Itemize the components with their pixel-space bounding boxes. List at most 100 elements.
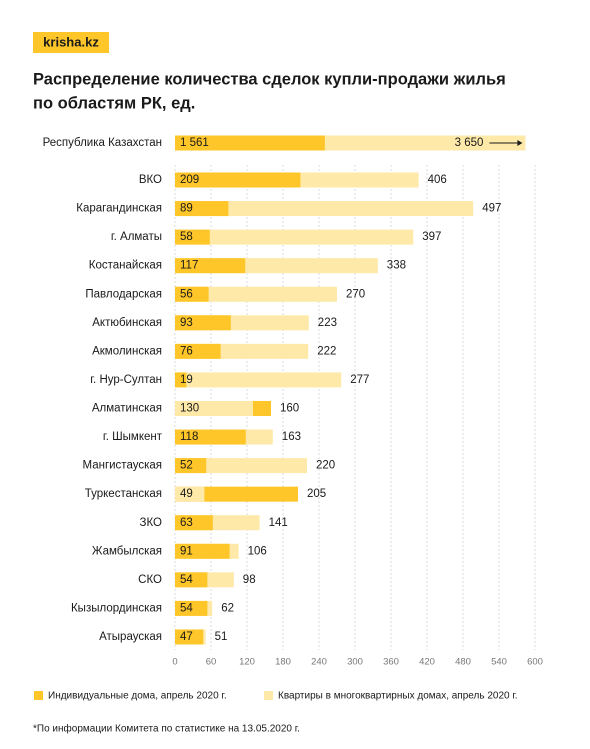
bar xyxy=(175,135,325,151)
value-label: 118 xyxy=(180,431,198,443)
value-label: 130 xyxy=(180,403,199,415)
value-label: 91 xyxy=(180,545,193,557)
bar xyxy=(175,400,253,416)
x-tick-label: 120 xyxy=(239,657,255,668)
y-tick-label: ЗКО xyxy=(140,517,163,529)
bar xyxy=(175,172,301,188)
value-label: 51 xyxy=(215,631,228,643)
footnote: *По информации Комитета по статистике на… xyxy=(33,723,300,735)
x-tick-label: 240 xyxy=(311,657,327,668)
bar xyxy=(175,600,208,616)
y-tick-label: г. Алматы xyxy=(111,231,162,243)
y-tick-label: СКО xyxy=(138,574,162,586)
x-tick-label: 180 xyxy=(275,657,291,668)
bar xyxy=(175,458,207,474)
value-label: 160 xyxy=(280,403,299,415)
value-label: 205 xyxy=(307,488,326,500)
bar xyxy=(175,486,298,502)
y-tick-label: Актюбинская xyxy=(92,317,162,329)
value-label: 52 xyxy=(180,460,193,472)
value-label: 62 xyxy=(221,602,234,614)
value-label: 222 xyxy=(317,345,336,357)
bar xyxy=(175,372,342,388)
y-tick-label: Атырауская xyxy=(99,631,162,643)
value-label: 406 xyxy=(428,174,447,186)
bar xyxy=(175,343,221,359)
legend-swatch xyxy=(264,691,273,700)
value-label: 117 xyxy=(180,260,198,272)
bar xyxy=(175,486,205,502)
bar xyxy=(175,458,307,474)
x-tick-label: 600 xyxy=(527,657,543,668)
value-label: 497 xyxy=(482,203,501,215)
y-tick-label: Акмолинская xyxy=(92,345,162,357)
value-label: 141 xyxy=(269,517,288,529)
x-tick-label: 540 xyxy=(491,657,507,668)
value-label: 1 561 xyxy=(180,137,209,149)
value-label: 49 xyxy=(180,488,193,500)
value-label: 209 xyxy=(180,174,199,186)
y-tick-label: Кызылординская xyxy=(71,602,162,614)
legend-label: Индивидуальные дома, апрель 2020 г. xyxy=(48,691,227,702)
value-label: 220 xyxy=(316,460,335,472)
bar xyxy=(175,229,210,245)
value-label: 63 xyxy=(180,517,193,529)
value-label: 93 xyxy=(180,317,193,329)
y-tick-label: Туркестанская xyxy=(85,488,162,500)
value-label: 163 xyxy=(282,431,301,443)
arrow-head xyxy=(517,140,523,146)
y-tick-label: Костанайская xyxy=(89,260,162,272)
bar xyxy=(175,572,208,588)
value-label: 338 xyxy=(387,260,406,272)
y-tick-label: Павлодарская xyxy=(85,288,162,300)
x-tick-label: 0 xyxy=(172,657,177,668)
x-tick-label: 360 xyxy=(383,657,399,668)
bar xyxy=(175,629,204,645)
y-tick-label: Мангистауская xyxy=(82,460,162,472)
y-tick-label: Жамбылская xyxy=(92,545,162,557)
value-label: 89 xyxy=(180,203,193,215)
legend-swatch xyxy=(34,691,43,700)
bar xyxy=(175,515,213,531)
value-label: 19 xyxy=(180,374,193,386)
x-tick-label: 60 xyxy=(206,657,217,668)
value-label: 76 xyxy=(180,345,193,357)
logo-box xyxy=(33,32,109,53)
bar xyxy=(175,543,230,559)
value-label: 3 650 xyxy=(455,137,484,149)
x-tick-label: 420 xyxy=(419,657,435,668)
value-label: 270 xyxy=(346,288,365,300)
y-tick-label: Карагандинская xyxy=(76,203,162,215)
bar xyxy=(175,286,209,302)
y-tick-label: Республика Казахстан xyxy=(43,137,162,149)
value-label: 58 xyxy=(180,231,193,243)
x-tick-label: 300 xyxy=(347,657,363,668)
y-tick-label: г. Шымкент xyxy=(103,431,163,443)
value-label: 56 xyxy=(180,288,193,300)
chart-title: по областям РК, ед. xyxy=(33,94,195,112)
value-label: 98 xyxy=(243,574,256,586)
bar xyxy=(175,286,337,302)
value-label: 54 xyxy=(180,574,193,586)
bar xyxy=(175,429,246,445)
value-label: 106 xyxy=(248,545,267,557)
bar xyxy=(175,229,414,245)
logo: krisha.kz xyxy=(43,34,99,49)
y-tick-label: Алматинская xyxy=(92,403,162,415)
chart-title: Распределение количества сделок купли-пр… xyxy=(33,70,506,88)
value-label: 47 xyxy=(180,631,193,643)
bar xyxy=(175,201,474,217)
y-tick-label: г. Нур-Султан xyxy=(90,374,162,386)
value-label: 397 xyxy=(422,231,441,243)
value-label: 223 xyxy=(318,317,337,329)
bar xyxy=(175,315,231,331)
legend-label: Квартиры в многоквартирных домах, апрель… xyxy=(278,691,518,702)
x-tick-label: 480 xyxy=(455,657,471,668)
bar xyxy=(175,372,187,388)
bar xyxy=(175,258,246,274)
value-label: 54 xyxy=(180,602,193,614)
y-tick-label: ВКО xyxy=(139,174,162,186)
value-label: 277 xyxy=(350,374,369,386)
bar xyxy=(175,201,229,217)
